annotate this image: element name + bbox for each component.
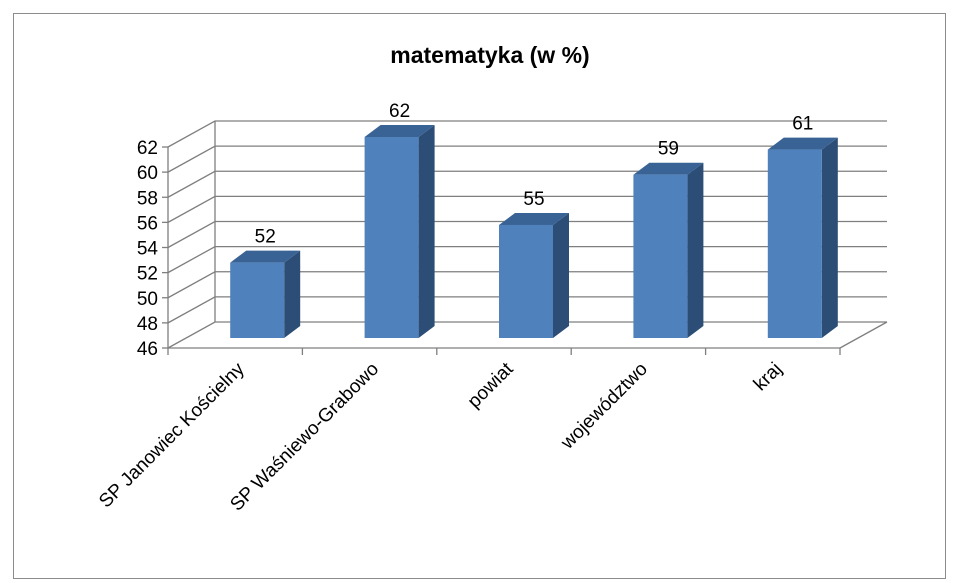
category-label: kraj xyxy=(750,359,787,396)
bar-side xyxy=(553,212,569,338)
bar-top xyxy=(499,212,569,225)
bars xyxy=(230,125,838,338)
y-tick-label: 58 xyxy=(137,188,158,209)
bar-side xyxy=(418,125,435,338)
bar-front xyxy=(230,262,285,338)
bar-front xyxy=(364,137,419,338)
category-label: SP Janowiec Kościelny xyxy=(95,358,249,512)
data-label: 62 xyxy=(389,101,410,122)
bar xyxy=(364,125,435,338)
bar-side xyxy=(284,250,301,338)
y-tick-label: 62 xyxy=(137,138,158,159)
y-tick-label: 48 xyxy=(137,314,158,335)
y-tick-label: 46 xyxy=(137,339,158,360)
y-tick-label: 60 xyxy=(137,163,158,184)
floor-right-edge xyxy=(839,321,888,349)
y-tick-label: 56 xyxy=(137,213,158,234)
data-label: 61 xyxy=(792,114,813,135)
data-label: 59 xyxy=(658,139,679,160)
axes xyxy=(162,121,888,355)
bar-top xyxy=(767,137,838,150)
bar xyxy=(633,162,704,338)
category-label: SP Waśniewo-Grabowo xyxy=(226,359,383,516)
bar-top xyxy=(230,250,301,263)
y-tick-label: 54 xyxy=(137,239,159,260)
bar-top xyxy=(364,125,435,137)
y-tick-label: 50 xyxy=(137,289,158,310)
bar-front xyxy=(767,149,822,338)
bar xyxy=(499,212,569,338)
bar-front xyxy=(633,174,688,338)
y-tick-label: 52 xyxy=(137,264,158,285)
bar xyxy=(767,137,838,338)
chart-title: matematyka (w %) xyxy=(390,42,589,68)
bar-side xyxy=(821,137,838,338)
data-labels: 52 62 55 59 61 xyxy=(255,101,814,248)
bar-side xyxy=(687,162,704,338)
data-label: 52 xyxy=(255,227,276,248)
data-label: 55 xyxy=(523,189,544,210)
bar-top xyxy=(633,162,704,175)
category-label: województwo xyxy=(556,359,651,454)
bar xyxy=(230,250,301,338)
bar-front xyxy=(499,224,553,338)
y-axis-tick-labels: 46 48 50 52 54 56 58 60 62 xyxy=(137,138,159,360)
category-label: powiat xyxy=(464,358,518,412)
